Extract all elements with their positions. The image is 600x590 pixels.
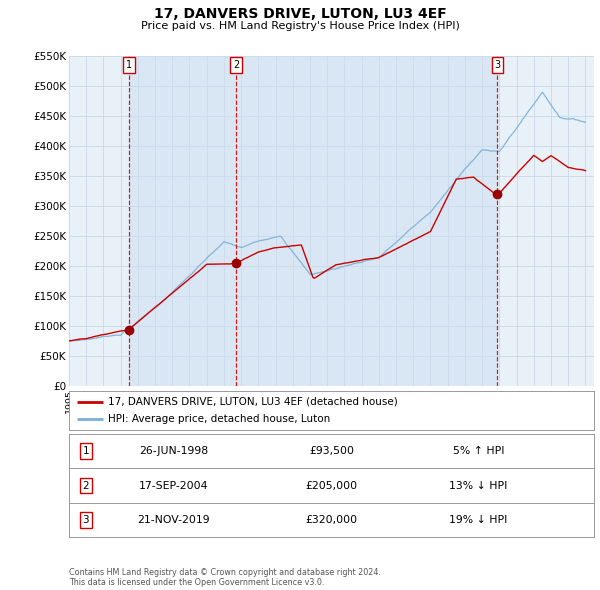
- Text: HPI: Average price, detached house, Luton: HPI: Average price, detached house, Luto…: [109, 414, 331, 424]
- Text: 17, DANVERS DRIVE, LUTON, LU3 4EF (detached house): 17, DANVERS DRIVE, LUTON, LU3 4EF (detac…: [109, 396, 398, 407]
- Text: 13% ↓ HPI: 13% ↓ HPI: [449, 481, 508, 490]
- Text: 17, DANVERS DRIVE, LUTON, LU3 4EF: 17, DANVERS DRIVE, LUTON, LU3 4EF: [154, 7, 446, 21]
- Text: Contains HM Land Registry data © Crown copyright and database right 2024.
This d: Contains HM Land Registry data © Crown c…: [69, 568, 381, 587]
- Text: 2: 2: [82, 481, 89, 490]
- Text: 17-SEP-2004: 17-SEP-2004: [139, 481, 209, 490]
- Text: 1: 1: [126, 60, 132, 70]
- Text: 5% ↑ HPI: 5% ↑ HPI: [453, 446, 504, 455]
- Text: 21-NOV-2019: 21-NOV-2019: [137, 516, 211, 525]
- Text: £205,000: £205,000: [305, 481, 358, 490]
- Bar: [129, 56, 236, 386]
- Text: 2: 2: [233, 60, 239, 70]
- Text: 1: 1: [82, 446, 89, 455]
- Text: 19% ↓ HPI: 19% ↓ HPI: [449, 516, 508, 525]
- Text: Price paid vs. HM Land Registry's House Price Index (HPI): Price paid vs. HM Land Registry's House …: [140, 21, 460, 31]
- Bar: [236, 56, 497, 386]
- Text: 3: 3: [494, 60, 500, 70]
- Text: £320,000: £320,000: [305, 516, 358, 525]
- Text: 3: 3: [82, 516, 89, 525]
- Text: £93,500: £93,500: [309, 446, 354, 455]
- Text: 26-JUN-1998: 26-JUN-1998: [139, 446, 209, 455]
